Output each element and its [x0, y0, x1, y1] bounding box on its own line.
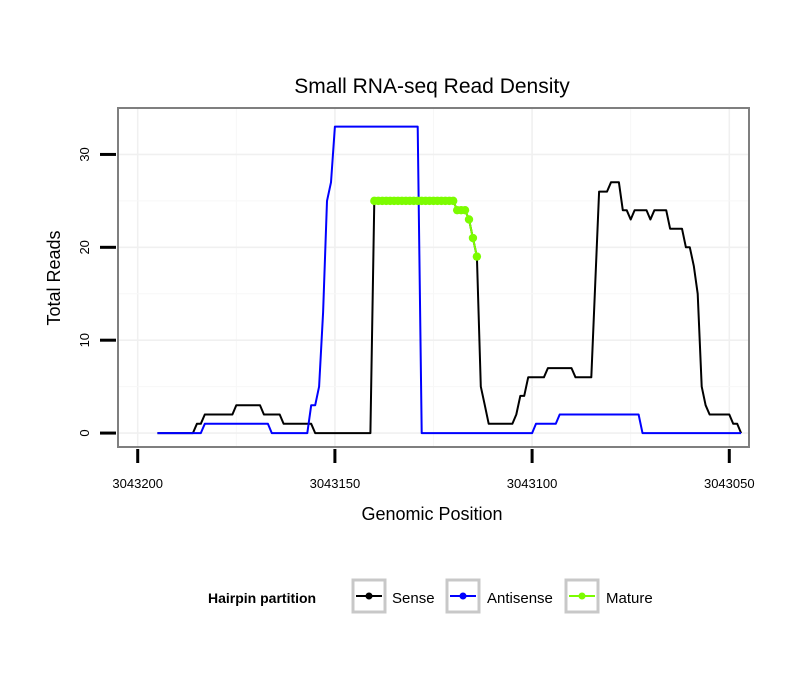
chart-title: Small RNA-seq Read Density — [294, 75, 570, 98]
x-tick-label: 3043100 — [507, 476, 558, 491]
series-layer — [157, 125, 743, 435]
y-tick-label: 0 — [77, 429, 92, 436]
mature-point — [472, 252, 482, 261]
legend-key-point — [459, 592, 467, 600]
y-tick-label: 30 — [77, 147, 92, 161]
mature-point — [449, 196, 458, 206]
axes: 3043200 3043150 3043100 3043050 0 10 20 30 — [77, 147, 755, 491]
series-line-sense — [157, 181, 743, 435]
x-tick-label: 3043150 — [310, 476, 361, 491]
legend: Hairpin partition Sense Antisense Mature — [208, 578, 653, 614]
x-tick-label: 3043050 — [704, 476, 755, 491]
mature-point — [460, 205, 470, 215]
legend-key-point — [365, 592, 373, 600]
y-tick-label: 10 — [77, 333, 92, 347]
mature-point — [464, 215, 474, 224]
grid-lines — [119, 109, 748, 446]
legend-title: Hairpin partition — [208, 590, 316, 606]
legend-key-point — [578, 592, 586, 600]
y-axis-label: Total Reads — [44, 230, 64, 325]
legend-label-sense: Sense — [392, 590, 435, 607]
y-tick-label: 20 — [77, 240, 92, 254]
series-line-antisense — [157, 125, 742, 435]
x-tick-label: 3043200 — [112, 476, 163, 491]
mature-point — [468, 233, 478, 243]
legend-label-antisense: Antisense — [487, 590, 553, 607]
legend-label-mature: Mature — [606, 590, 653, 607]
x-axis-label: Genomic Position — [361, 504, 502, 524]
